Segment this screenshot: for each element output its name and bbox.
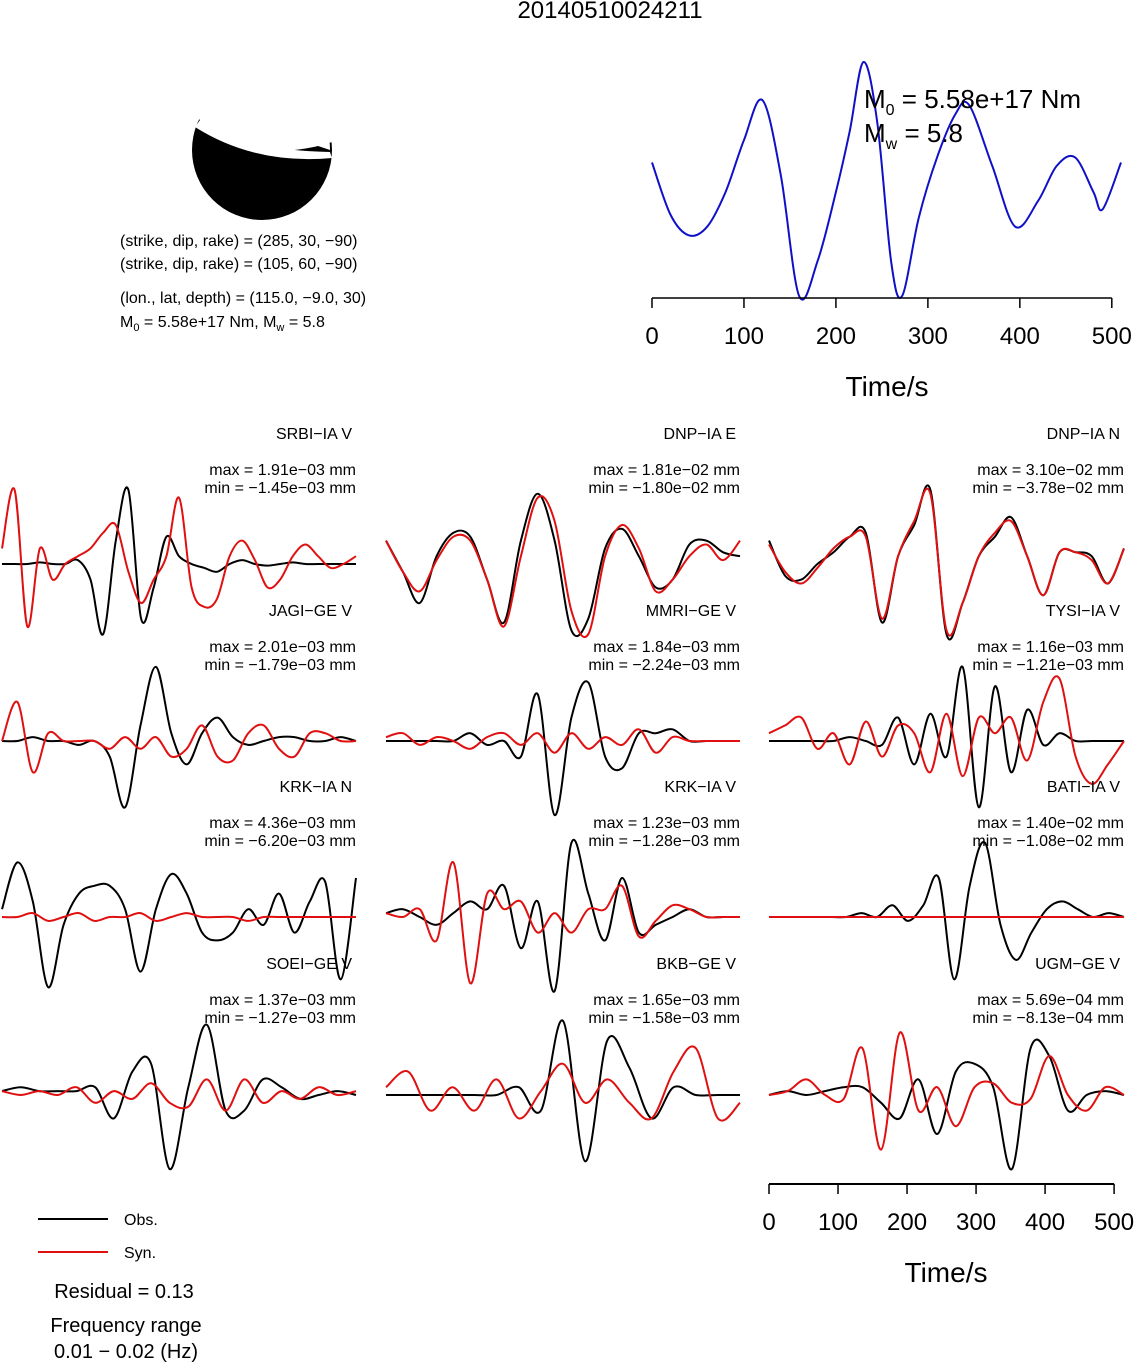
syn-trace [385,861,740,985]
min-label: min = −1.45e−03 mm [204,480,356,497]
stf-tick-label-400: 400 [1000,323,1040,350]
obs-trace [386,680,740,817]
obs-trace [768,1038,1125,1171]
waveform-tick-label-400: 400 [1025,1209,1065,1236]
syn-trace [1,1078,357,1112]
min-label: min = −1.08e−02 mm [972,833,1124,850]
waveform-tick-label-300: 300 [956,1209,996,1236]
stf-tick-label-300: 300 [908,323,948,350]
station-label: UGM−GE V [1035,956,1120,973]
station-label: KRK−IA N [280,779,352,796]
syn-trace [768,675,1125,785]
waveform-tick-label-100: 100 [818,1209,858,1236]
max-label: max = 5.69e−04 mm [977,992,1124,1009]
waveform-time-axis: 0 100 200 300 400 500 [762,1183,1134,1236]
frequency-range-value: 0.01 − 0.02 (Hz) [54,1341,198,1362]
syn-trace [385,1045,741,1122]
min-label: min = −6.20e−03 mm [204,833,356,850]
waveform-tick-label-500: 500 [1094,1209,1134,1236]
obs-trace [385,1019,740,1163]
legend-obs-label: Obs. [124,1212,158,1229]
moment-text: M0 = 5.58e+17 Nm, Mw = 5.8 [120,314,325,334]
residual-text: Residual = 0.13 [54,1281,194,1303]
min-label: min = −2.24e−03 mm [588,657,740,674]
max-label: max = 1.37e−03 mm [209,992,356,1009]
max-label: max = 1.40e−02 mm [977,815,1124,832]
beachball-white-upper [198,76,332,152]
syn-trace [1,700,357,774]
station-label: TYSI−IA V [1046,603,1121,620]
min-label: min = −3.78e−02 mm [972,480,1124,497]
station-label: KRK−IA V [664,779,736,796]
max-label: max = 1.23e−03 mm [593,815,740,832]
frequency-range-label: Frequency range [50,1315,201,1337]
syn-trace [1,912,356,922]
waveform-xlabel: Time/s [905,1257,988,1288]
min-label: min = −8.13e−04 mm [972,1010,1124,1027]
station-label: SRBI−IA V [276,426,352,443]
plane2-text: (strike, dip, rake) = (105, 60, −90) [120,256,357,273]
stf-tick-label-500: 500 [1092,323,1132,350]
stf-tick-label-0: 0 [645,323,658,350]
stf-tick-label-100: 100 [724,323,764,350]
source-time-function-plot: 0 100 200 300 400 500 [645,60,1132,350]
station-label: DNP−IA E [664,426,736,443]
max-label: max = 2.01e−03 mm [209,639,356,656]
obs-trace [385,492,741,637]
min-label: min = −1.27e−03 mm [204,1010,356,1027]
max-label: max = 1.16e−03 mm [977,639,1124,656]
min-label: min = −1.28e−03 mm [588,833,740,850]
stf-tick-label-200: 200 [816,323,856,350]
max-label: max = 3.10e−02 mm [977,462,1124,479]
max-label: max = 1.81e−02 mm [593,462,740,479]
syn-trace [385,728,740,754]
beachball [192,76,332,220]
stf-curve [651,60,1122,301]
stf-m0-label: M0 = 5.58e+17 Nm [864,84,1081,119]
location-text: (lon., lat, depth) = (115.0, −9.0, 30) [120,290,366,307]
plane1-text: (strike, dip, rake) = (285, 30, −90) [120,233,357,250]
min-label: min = −1.21e−03 mm [972,657,1124,674]
waveform-tick-label-200: 200 [887,1209,927,1236]
station-label: SOEI−GE V [266,956,352,973]
syn-trace [1,487,357,628]
min-label: min = −1.58e−03 mm [588,1010,740,1027]
station-label: JAGI−GE V [269,603,352,620]
syn-trace [768,487,1125,637]
obs-trace [769,665,1124,809]
legend: Obs. Syn. Residual = 0.13 Frequency rang… [38,1212,202,1362]
station-label: DNP−IA N [1047,426,1120,443]
obs-trace [385,838,740,993]
legend-syn-label: Syn. [124,1245,156,1262]
station-label: MMRI−GE V [646,603,737,620]
stf-xlabel: Time/s [846,371,929,402]
max-label: max = 4.36e−03 mm [209,815,356,832]
max-label: max = 1.91e−03 mm [209,462,356,479]
min-label: min = −1.80e−02 mm [588,480,740,497]
station-label: BATI−IA V [1047,779,1120,796]
max-label: max = 1.84e−03 mm [593,639,740,656]
max-label: max = 1.65e−03 mm [593,992,740,1009]
syn-trace [385,495,741,639]
figure-title: 20140510024211 [517,0,702,24]
min-label: min = −1.79e−03 mm [204,657,356,674]
station-label: BKB−GE V [656,956,736,973]
waveform-tick-label-0: 0 [762,1209,775,1236]
syn-trace [768,1031,1125,1151]
stf-mw-label: Mw = 5.8 [864,118,963,153]
